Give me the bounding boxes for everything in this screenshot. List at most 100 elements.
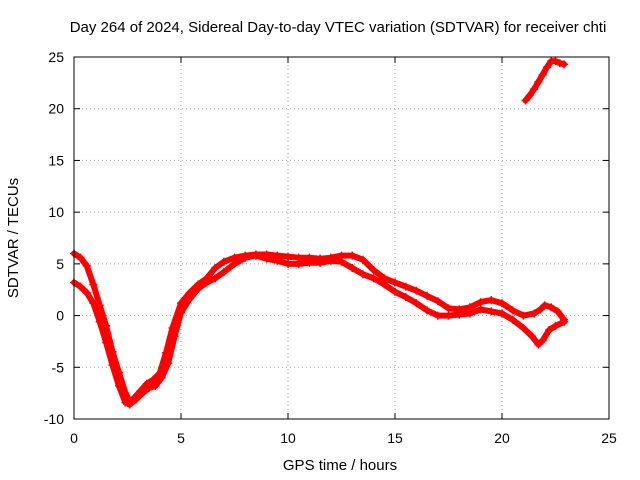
chart-title: Day 264 of 2024, Sidereal Day-to-day VTE… — [70, 19, 607, 36]
data-point — [542, 63, 551, 72]
grid-lines — [74, 57, 609, 419]
series-band-track-upper — [71, 250, 568, 405]
data-point — [284, 259, 292, 268]
data-point — [369, 266, 378, 275]
data-point — [423, 291, 432, 300]
data-point — [185, 295, 194, 304]
data-point — [530, 85, 539, 94]
data-point — [82, 288, 91, 297]
data-point — [132, 395, 141, 404]
data-point — [555, 59, 564, 68]
y-tick-label: 5 — [56, 256, 64, 272]
data-point — [251, 251, 260, 260]
x-tick-label: 25 — [601, 430, 617, 446]
data-point — [525, 91, 534, 100]
data-point — [498, 309, 506, 318]
data-point — [211, 274, 220, 283]
data-point — [536, 305, 545, 314]
x-tick-label: 5 — [177, 430, 185, 446]
data-point — [521, 96, 530, 105]
y-tick-label: -5 — [52, 359, 65, 375]
data-point — [114, 381, 123, 390]
y-tick-label: 15 — [48, 152, 64, 168]
data-point — [82, 261, 91, 270]
data-point — [519, 323, 528, 332]
data-point — [560, 60, 569, 69]
data-point — [149, 375, 158, 384]
data-point — [553, 307, 562, 316]
data-point — [102, 338, 111, 347]
data-point — [530, 309, 539, 318]
data-point — [326, 256, 335, 265]
data-point — [401, 292, 410, 301]
data-point — [76, 282, 85, 291]
data-point — [138, 389, 147, 398]
data-point — [202, 278, 211, 287]
y-tick-label: 25 — [48, 49, 64, 65]
x-tick-label: 20 — [494, 430, 510, 446]
data-point — [560, 317, 569, 326]
data-point — [262, 254, 271, 263]
data-point — [157, 373, 166, 382]
data-point — [358, 255, 367, 264]
axis-ticks: 0 5 10 15 20 25 -10 -5 0 5 10 15 20 25 — [44, 49, 617, 446]
x-tick-label: 10 — [280, 430, 296, 446]
data-point — [211, 263, 220, 272]
y-tick-label: 10 — [48, 204, 64, 220]
data-point — [95, 317, 104, 326]
data-point — [412, 286, 421, 295]
data-point — [369, 274, 378, 283]
data-point — [230, 259, 239, 268]
data-point — [273, 256, 282, 265]
data-point — [508, 306, 517, 315]
data-point — [164, 359, 173, 368]
data-point — [534, 340, 543, 349]
y-tick-label: 0 — [56, 308, 64, 324]
data-point — [551, 321, 560, 330]
data-point — [412, 299, 421, 308]
data-point — [476, 298, 485, 307]
data-point — [465, 309, 474, 318]
data-point — [151, 381, 160, 390]
data-point — [391, 278, 399, 287]
x-tick-label: 0 — [70, 430, 78, 446]
x-axis-label: GPS time / hours — [283, 457, 397, 474]
y-tick-label: -10 — [44, 411, 64, 427]
series-band-late-track — [522, 58, 568, 104]
data-point — [433, 297, 442, 306]
y-axis-label: SDTVAR / TECUs — [5, 178, 22, 298]
data-point — [337, 257, 346, 266]
data-point — [519, 311, 528, 320]
y-tick-label: 20 — [48, 101, 64, 117]
data-series — [70, 57, 569, 409]
data-point — [219, 257, 228, 266]
data-point — [401, 282, 410, 291]
data-point — [76, 253, 85, 262]
data-point — [547, 303, 556, 312]
data-point — [89, 280, 98, 289]
data-point — [358, 270, 367, 279]
data-point — [433, 311, 442, 320]
data-point — [305, 258, 314, 267]
data-point — [284, 252, 292, 261]
data-point — [170, 332, 179, 341]
data-point — [444, 311, 453, 320]
data-point — [121, 398, 130, 407]
data-point — [455, 310, 464, 319]
data-point — [508, 315, 517, 324]
data-point — [194, 284, 203, 293]
data-point — [125, 400, 134, 409]
data-point — [108, 361, 117, 370]
data-point — [498, 299, 506, 308]
data-point — [423, 306, 432, 315]
data-point — [487, 307, 496, 316]
data-point — [316, 258, 325, 267]
data-point — [294, 259, 303, 268]
data-point — [391, 287, 399, 296]
data-point — [348, 251, 357, 260]
data-point — [380, 280, 389, 289]
data-point — [177, 308, 185, 317]
plot-frame — [73, 56, 610, 420]
data-point — [545, 326, 554, 335]
